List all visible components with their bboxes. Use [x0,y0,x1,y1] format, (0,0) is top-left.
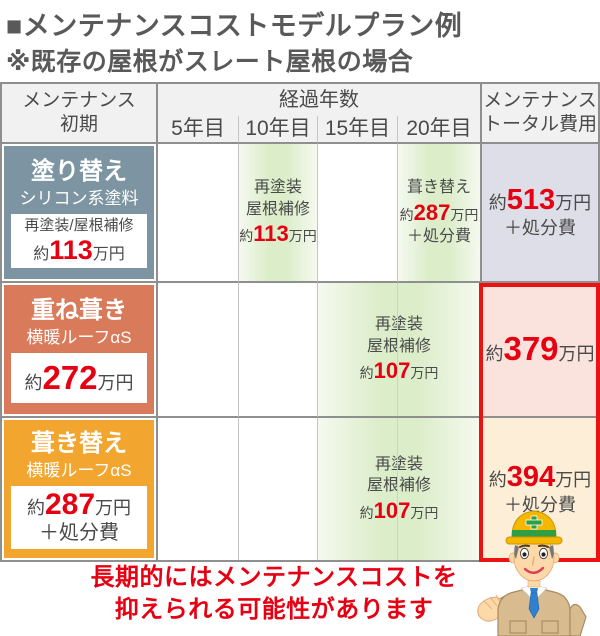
row-cover-initial-cost: 約272万円 [11,352,147,404]
row-repaint-title: 塗り替え [31,158,127,185]
footer-message-line2: 抑えられる可能性があります [114,596,434,623]
row-reroof-subtitle: 横暖ルーフαS [26,461,132,481]
worker-mascot-illustration [470,510,587,636]
row-cover-title: 重ね葺き [31,296,127,324]
header-elapsed-years-cell: 経過年数 [158,84,482,116]
header-year-20: 20年目 [398,116,482,144]
header-year-10: 10年目 [239,116,318,144]
helmet-green-cross-icon [525,515,543,530]
header-total-cell: メンテナンス トータル費用 [482,84,598,144]
header-initial-line2: 初期 [59,114,98,135]
row-reroof-year15-20-event: 再塗装 屋根補修 約107万円 [318,418,482,560]
row-repaint-year5-cell [158,144,239,283]
row-repaint-total-cell: 約513万円 ＋処分費 [482,144,598,283]
header-initial-cell: メンテナンス 初期 [2,84,158,144]
row-reroof-year10-cell [239,418,318,560]
row-cover-year5-cell [158,283,239,418]
hand-wave-lines [470,583,485,606]
page-title: ■メンテナンスコストモデルプラン例 [6,11,463,41]
row-reroof-initial-cost: 約287万円 ＋処分費 [11,486,147,549]
header-year-15: 15年目 [318,116,398,144]
row-cover-total-cell: 約379万円 [482,283,598,418]
worker-jacket [497,586,587,636]
row-reroof-title: 葺き替え [31,430,127,458]
page-subtitle: ※既存の屋根がスレート屋根の場合 [6,48,414,76]
row-repaint-year20-event: 葺き替え 約287万円 ＋処分費 [398,144,482,283]
row-repaint-label-cell: 塗り替え シリコン系塗料 再塗装/屋根補修 約113万円 [2,144,158,283]
row-reroof-year5-cell [158,418,239,560]
worker-shirt-tie [520,584,548,619]
worker-helmet [505,510,563,545]
row-repaint-subtitle: シリコン系塗料 [19,189,139,208]
row-reroof-label-cell: 葺き替え 横暖ルーフαS 約287万円 ＋処分費 [2,418,158,560]
row-cover-year10-cell [239,283,318,418]
row-repaint-year10-event: 再塗装 屋根補修 約113万円 [239,144,318,283]
row-repaint-initial-cost: 再塗装/屋根補修 約113万円 [11,214,147,268]
row-cover-year15-20-event: 再塗装 屋根補修 約107万円 [318,283,482,418]
header-initial-line1: メンテナンス [22,90,136,112]
footer-message: 長期的にはメンテナンスコストを 抑えられる可能性があります [12,562,536,626]
cost-table: メンテナンス 初期 経過年数 5年目 10年目 15年目 20年目 メンテナンス… [0,82,600,562]
row-repaint-year15-cell [318,144,398,283]
row-cover-subtitle: 横暖ルーフαS [26,327,132,347]
row-cover-label-cell: 重ね葺き 横暖ルーフαS 約272万円 [2,283,158,418]
header-year-5: 5年目 [158,116,239,144]
footer-message-line1: 長期的にはメンテナンスコストを [90,564,458,591]
